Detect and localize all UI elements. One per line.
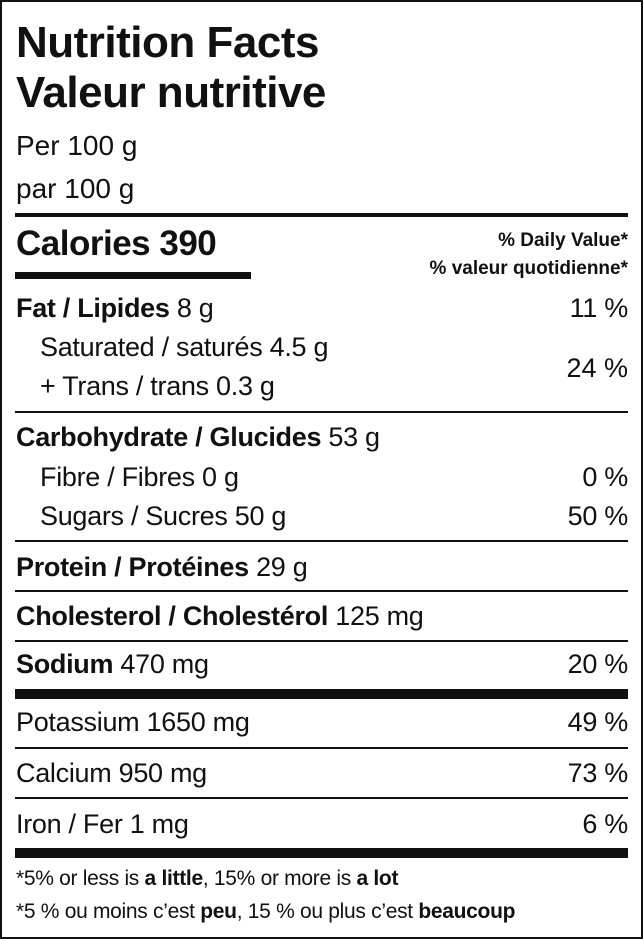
title-en: Nutrition Facts <box>16 18 319 67</box>
nutrient-label: Saturated / saturés <box>40 332 263 362</box>
thick-divider <box>15 848 628 858</box>
nutrient-row-saturated: Saturated / saturés 4.5 g <box>40 331 628 363</box>
nutrient-amount: 4.5 g <box>269 332 329 362</box>
calories-label: Calories <box>16 224 151 263</box>
thick-divider <box>15 689 628 699</box>
nutrient-row-iron: Iron / Fer 1 mg 6 % <box>16 808 628 840</box>
daily-value-header: % Daily Value* % valeur quotidienne* <box>430 229 628 281</box>
thick-divider <box>15 213 628 217</box>
nutrient-row-sugars: Sugars / Sucres 50 g 50 % <box>40 500 628 532</box>
nutrient-row-potassium: Potassium 1650 mg 49 % <box>16 706 628 738</box>
nutrient-row-calcium: Calcium 950 mg 73 % <box>16 757 628 789</box>
nutrient-amount: 950 mg <box>118 758 208 788</box>
nutrient-row-trans: + Trans / trans 0.3 g <box>40 370 628 402</box>
nutrient-row-protein: Protein / Protéines 29 g <box>16 551 628 583</box>
divider <box>15 590 628 592</box>
nutrient-dv: 6 % <box>582 809 628 839</box>
nutrient-dv: 11 % <box>569 293 629 323</box>
nutrient-amount: 8 g <box>176 293 214 323</box>
divider <box>15 411 628 413</box>
nutrient-row-carbohydrate: Carbohydrate / Glucides 53 g <box>16 421 628 453</box>
nutrient-label: Fat / Lipides <box>16 293 170 323</box>
nutrient-row-fibre: Fibre / Fibres 0 g 0 % <box>40 461 628 493</box>
nutrient-row-cholesterol: Cholesterol / Cholestérol 125 mg <box>16 600 628 632</box>
nutrient-dv: 73 % <box>567 758 629 788</box>
nutrient-label: Potassium <box>16 707 140 737</box>
footnote-fr: *5 % ou moins c’est peu, 15 % ou plus c’… <box>16 900 516 923</box>
nutrient-label: Cholesterol / Cholestérol <box>16 601 329 631</box>
nutrient-label: Iron / Fer <box>16 809 123 839</box>
nutrient-amount: 125 mg <box>335 601 424 631</box>
nutrient-label: Sodium <box>16 649 114 679</box>
nutrient-amount: 0 g <box>202 462 239 492</box>
daily-value-fr: % valeur quotidienne* <box>429 258 628 279</box>
nutrient-row-fat: Fat / Lipides 8 g 11 % <box>16 292 628 324</box>
nutrient-dv: 0 % <box>582 462 628 492</box>
divider <box>15 640 628 642</box>
nutrient-dv: 50 % <box>567 501 629 531</box>
nutrient-dv: 20 % <box>567 649 629 679</box>
footnote-en: *5% or less is a little, 15% or more is … <box>16 867 399 890</box>
divider <box>15 797 628 799</box>
nutrient-amount: 1 mg <box>129 809 189 839</box>
serving-en: Per 100 g <box>16 130 138 161</box>
nutrient-amount: 29 g <box>256 552 308 582</box>
sat-trans-dv: 24 % <box>566 353 628 383</box>
nutrient-label: Sugars / Sucres <box>40 501 228 531</box>
title-fr: Valeur nutritive <box>16 68 326 117</box>
divider <box>15 540 628 542</box>
nutrient-amount: 53 g <box>328 422 380 452</box>
serving-fr: par 100 g <box>16 173 135 204</box>
nutrient-label: Protein / Protéines <box>16 552 249 582</box>
nutrient-label: Carbohydrate / Glucides <box>16 422 322 452</box>
nutrient-label: Fibre / Fibres <box>40 462 195 492</box>
divider <box>15 747 628 749</box>
nutrient-dv: 49 % <box>567 707 629 737</box>
calories-bar <box>15 272 251 279</box>
nutrient-amount: 0.3 g <box>216 371 275 401</box>
daily-value-en: % Daily Value* <box>498 230 628 251</box>
calories: Calories 390 <box>16 224 217 264</box>
calories-value: 390 <box>159 224 217 263</box>
nutrient-amount: 50 g <box>234 501 287 531</box>
nutrient-amount: 1650 mg <box>146 707 250 737</box>
nutrient-label: + Trans / trans <box>40 371 209 401</box>
nutrient-amount: 470 mg <box>120 649 209 679</box>
nutrient-label: Calcium <box>16 758 112 788</box>
nutrient-row-sodium: Sodium 470 mg 20 % <box>16 648 628 680</box>
